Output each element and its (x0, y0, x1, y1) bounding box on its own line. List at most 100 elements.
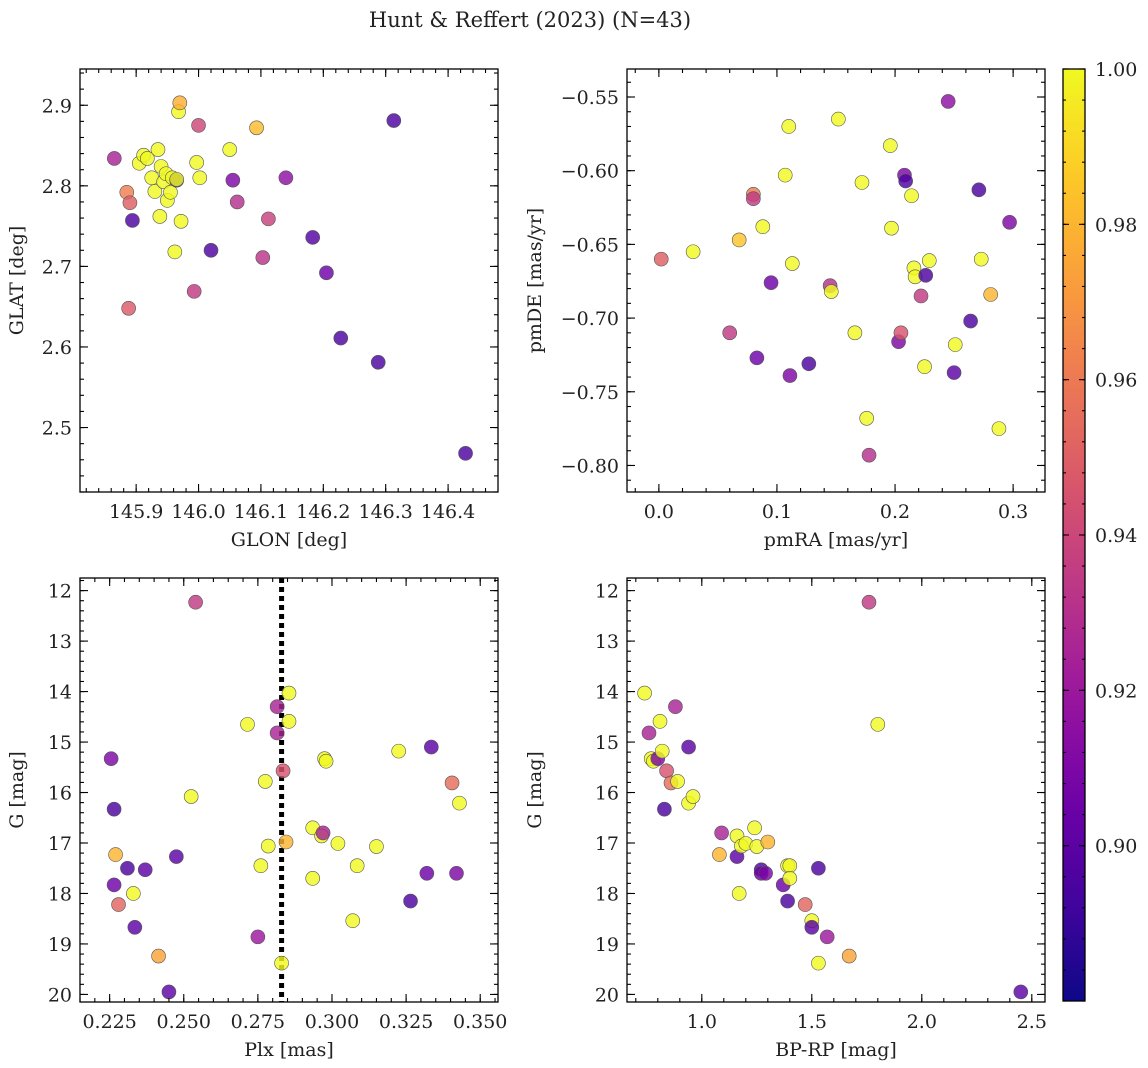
scatter-point (854, 175, 870, 190)
scatter-point (369, 839, 384, 854)
scatter-point (172, 95, 188, 111)
scatter-point (782, 858, 798, 874)
colorbar-tick-label: 0.94 (1095, 525, 1137, 547)
colorbar-gradient (1063, 69, 1085, 1001)
scatter-point (917, 359, 932, 375)
x-tick-label: 1.5 (797, 1011, 827, 1033)
scatter-point (913, 288, 929, 304)
scatter-point (870, 717, 886, 732)
scatter-point (240, 717, 255, 732)
scatter-point (991, 421, 1007, 436)
scatter-point (269, 725, 285, 741)
scatter-point (163, 184, 178, 200)
scatter-point (452, 795, 467, 811)
x-tick-label: 0.250 (157, 1011, 211, 1033)
scatter-point (801, 356, 817, 372)
scatter-point (333, 330, 349, 346)
y-tick-label: 18 (595, 883, 619, 905)
scatter-point (305, 871, 321, 886)
scatter-point (203, 242, 219, 258)
scatter-point (652, 714, 668, 729)
y-axis-label: GLAT [deg] (6, 226, 28, 336)
scatter-point (183, 789, 199, 804)
scatter-point (921, 253, 937, 268)
scatter-point (823, 284, 839, 299)
scatter-point (731, 886, 747, 901)
scatter-point (189, 155, 204, 170)
scatter-point (861, 594, 877, 610)
x-tick-label: 2.0 (907, 1011, 937, 1033)
scatter-point (904, 188, 919, 204)
x-tick-label: 0.1 (762, 501, 792, 523)
scatter-point (249, 120, 264, 136)
scatter-point (349, 858, 365, 874)
scatter-point (804, 919, 820, 935)
subplots: 145.9 146.0 146.1 146.2 146.3 146.4 2.5 2.6 2.7 2… (6, 68, 1047, 1061)
scatter-point (305, 230, 321, 245)
scatter-point (106, 877, 122, 893)
scatter-points (653, 94, 1017, 463)
scatter-point (188, 594, 203, 610)
scatter-point (137, 862, 153, 878)
x-tick-label: 0.0 (644, 501, 674, 523)
y-tick-label: 16 (48, 783, 72, 805)
y-tick-label: 12 (595, 581, 619, 603)
scatter-point (152, 209, 168, 224)
scatter-point (670, 774, 685, 789)
y-tick-label: 17 (48, 833, 72, 855)
scatter-point (449, 865, 464, 881)
scatter-point (731, 232, 747, 248)
scatter-point (714, 825, 729, 841)
scatter-point (657, 801, 672, 817)
scatter-point (257, 774, 273, 789)
scatter-point (151, 948, 166, 964)
scatter-point (315, 825, 331, 841)
y-tick-label: 15 (595, 732, 619, 754)
scatter-point (261, 211, 276, 227)
y-tick-label: −0.55 (561, 87, 619, 109)
scatter-point (192, 170, 208, 186)
scatter-point (859, 411, 875, 426)
y-axis-label: pmDE [mas/yr] (524, 208, 546, 353)
scatter-points (637, 594, 1029, 1000)
scatter-point (940, 94, 956, 109)
scatter-point (1002, 214, 1017, 230)
y-axis-label: G [mag] (6, 751, 28, 829)
scatter-point (191, 118, 206, 133)
scatter-point (140, 151, 155, 166)
y-tick-label: 16 (595, 783, 619, 805)
scatter-point (653, 251, 669, 267)
scatter-point (641, 725, 657, 741)
colorbar-tick-label: 0.96 (1095, 370, 1137, 392)
colorbar: 0.90 0.92 0.94 0.96 0.98 1.00 (1062, 59, 1137, 1002)
x-tick-label: 0.350 (453, 1011, 507, 1033)
x-axis-label: BP-RP [mag] (775, 1039, 897, 1061)
scatter-point (811, 955, 826, 971)
scatter-point (386, 113, 402, 128)
scatter-point (173, 213, 189, 229)
y-tick-label: 14 (48, 682, 72, 704)
scatter-point (108, 847, 123, 862)
subplot-plx-g: 0.225 0.250 0.275 0.300 0.325 0.350 12 13 14 15 16… (6, 577, 507, 1061)
scatter-point (403, 893, 418, 909)
y-tick-label: 2.5 (42, 418, 72, 440)
subplot-glon-glat: 145.9 146.0 146.1 146.2 146.3 146.4 2.5 2.6 2.7 2… (6, 68, 499, 551)
scatter-point (983, 287, 998, 302)
colorbar-tick-label: 0.92 (1095, 680, 1137, 702)
subplot-bprp-g: 1.0 1.5 2.0 2.5 12 13 14 15 16 17 18 19 20 BP-RP [mag… (524, 577, 1047, 1061)
scatter-point (253, 858, 269, 874)
x-tick-label: 146.1 (234, 501, 288, 523)
scatter-point (755, 219, 771, 235)
scatter-point (973, 251, 989, 267)
scatter-point (763, 275, 779, 291)
x-tick-label: 0.325 (379, 1011, 433, 1033)
scatter-point (811, 860, 826, 876)
y-tick-label: −0.65 (561, 234, 619, 256)
scatter-point (423, 739, 439, 755)
y-tick-label: 19 (48, 934, 72, 956)
scatter-point (126, 886, 141, 901)
scatter-point (107, 151, 122, 166)
colorbar-tick-label: 0.90 (1095, 836, 1137, 858)
scatter-point (749, 350, 765, 366)
scatter-point (681, 739, 696, 755)
